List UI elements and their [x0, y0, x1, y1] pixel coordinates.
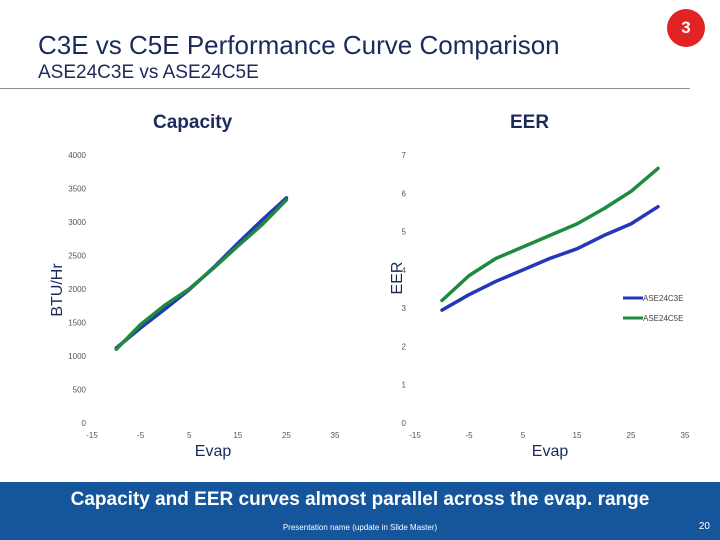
capacity-ytick-label: 500	[73, 386, 87, 395]
capacity-xtick-label: 35	[331, 431, 340, 440]
slide-number-badge: 3	[667, 9, 705, 47]
capacity-series-ase24c5e	[114, 198, 289, 352]
capacity-xtick-label: 25	[282, 431, 291, 440]
capacity-ytick-label: 2000	[68, 285, 86, 294]
eer-xtick-label: -5	[465, 431, 473, 440]
eer-xtick-label: 5	[521, 431, 526, 440]
eer-x-axis-title: Evap	[532, 443, 569, 460]
capacity-ytick-label: 3500	[68, 185, 86, 194]
slide-subtitle: ASE24C3E vs ASE24C5E	[38, 62, 259, 83]
eer-series-ase24c5e	[440, 166, 660, 303]
eer-ytick-label: 7	[402, 151, 407, 160]
capacity-xtick-label: -15	[86, 431, 98, 440]
slide-title: C3E vs C5E Performance Curve Comparison	[38, 30, 560, 60]
conclusion-text: Capacity and EER curves almost parallel …	[70, 489, 650, 510]
eer-series-ase24c3e	[440, 204, 660, 312]
capacity-ytick-label: 3000	[68, 218, 86, 227]
eer-ytick-label: 2	[402, 342, 407, 351]
eer-ytick-label: 6	[402, 189, 407, 198]
legend-label-ase24c3e: ASE24C3E	[643, 294, 683, 303]
eer-ytick-label: 1	[402, 381, 407, 390]
eer-xtick-label: 25	[627, 431, 636, 440]
capacity-ytick-label: 0	[82, 419, 87, 428]
capacity-xtick-label: 15	[233, 431, 242, 440]
capacity-ytick-label: 1000	[68, 352, 86, 361]
eer-ytick-label: 3	[402, 304, 407, 313]
eer-ytick-label: 4	[402, 266, 407, 275]
title-divider	[0, 88, 690, 89]
page-number: 20	[698, 521, 710, 532]
capacity-ytick-label: 2500	[68, 252, 86, 261]
eer-xtick-label: -15	[409, 431, 421, 440]
capacity-ytick-label: 4000	[68, 151, 86, 160]
capacity-xtick-label: 5	[187, 431, 192, 440]
eer-xtick-label: 35	[681, 431, 690, 440]
capacity-chart-title: Capacity	[153, 112, 233, 133]
eer-ytick-label: 5	[402, 228, 407, 237]
eer-xtick-label: 15	[573, 431, 582, 440]
legend-label-ase24c5e: ASE24C5E	[643, 314, 683, 323]
eer-y-axis-title: EER	[389, 262, 406, 295]
conclusion-banner	[0, 482, 720, 540]
footer-presentation-name: Presentation name (update in Slide Maste…	[282, 523, 438, 532]
eer-chart-title: EER	[510, 112, 550, 133]
capacity-ytick-label: 1500	[68, 319, 86, 328]
eer-ytick-label: 0	[402, 419, 407, 428]
capacity-y-axis-title: BTU/Hr	[49, 263, 66, 317]
capacity-xtick-label: -5	[137, 431, 145, 440]
capacity-x-axis-title: Evap	[195, 443, 232, 460]
